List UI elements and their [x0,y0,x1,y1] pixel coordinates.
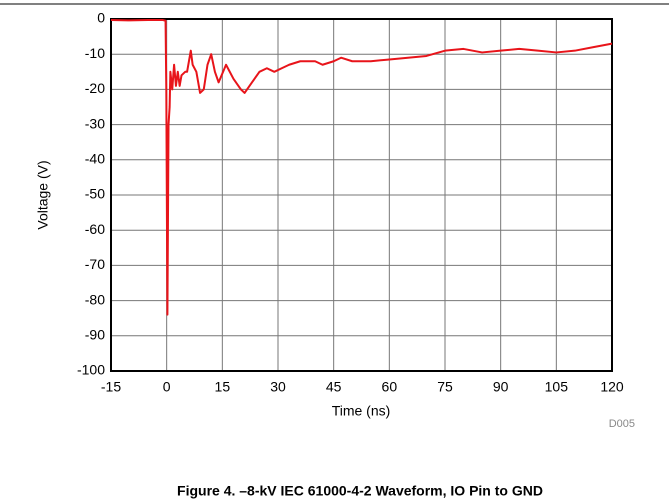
x-tick-label: 120 [600,379,624,395]
x-tick-label: 15 [215,379,231,395]
y-tick-label: 0 [97,10,105,26]
y-tick-label: -20 [85,80,105,96]
y-tick-label: -50 [85,186,105,202]
y-tick-label: -30 [85,115,105,131]
x-tick-label: 90 [493,379,509,395]
y-tick-label: -80 [85,291,105,307]
x-tick-label: 0 [163,379,171,395]
x-tick-label: 105 [545,379,569,395]
x-tick-label: 30 [270,379,286,395]
y-tick-label: -100 [77,362,105,378]
y-tick-label: -60 [85,221,105,237]
x-tick-label: -15 [101,379,121,395]
annotation: D005 [609,418,635,430]
x-tick-label: 45 [326,379,342,395]
y-tick-label: -10 [85,45,105,61]
y-axis-label: Voltage (V) [35,160,51,229]
x-tick-label: 60 [382,379,398,395]
data-line [110,19,613,316]
plot-frame [110,18,613,372]
y-tick-label: -70 [85,256,105,272]
x-axis-label: Time (ns) [332,403,391,419]
y-tick-label: -90 [85,327,105,343]
x-tick-label: 75 [437,379,453,395]
caption: Figure 4. –8-kV IEC 61000-4-2 Waveform, … [177,483,543,499]
y-tick-label: -40 [85,151,105,167]
